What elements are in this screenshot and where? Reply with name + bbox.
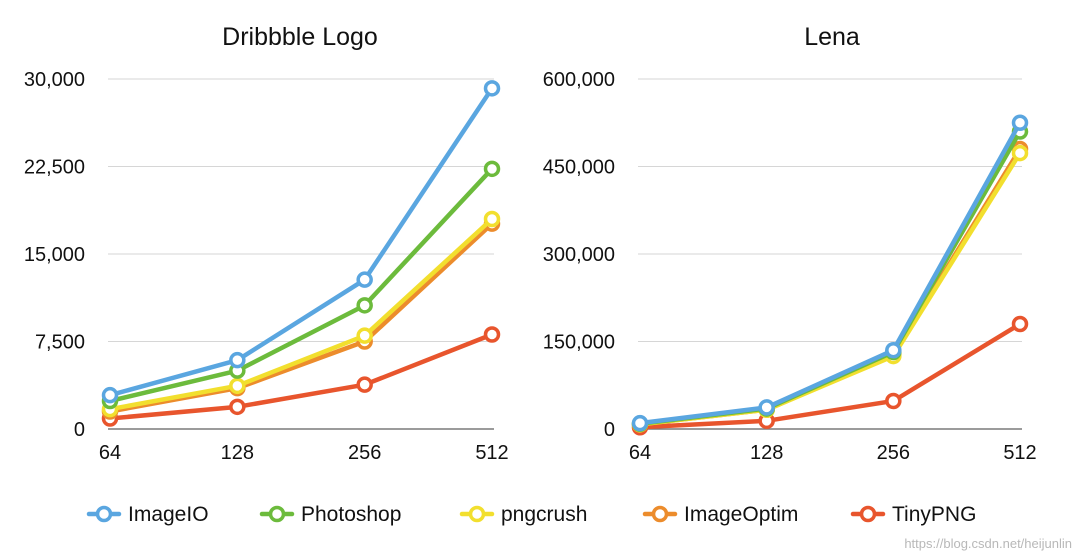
legend-label: pngcrush <box>501 503 587 526</box>
series-line <box>637 120 1023 426</box>
legend-swatch-marker <box>468 505 486 523</box>
series-imageio <box>101 80 501 404</box>
legend-label: TinyPNG <box>892 503 976 526</box>
y-tick-label: 15,000 <box>24 244 85 266</box>
data-point <box>229 398 246 416</box>
y-tick-label: 450,000 <box>543 157 615 179</box>
data-point <box>758 399 775 416</box>
series-line <box>107 332 495 421</box>
chart-panel-0: Dribbble Logo 0 7,500 15,000 22,500 30,000 64 1… <box>24 23 509 464</box>
y-tick-label: 150,000 <box>543 332 615 354</box>
series-line <box>637 150 1023 427</box>
legend-label: ImageOptim <box>684 503 798 526</box>
data-point <box>356 327 373 344</box>
y-tick-label: 600,000 <box>543 69 615 91</box>
data-point <box>356 271 373 288</box>
x-tick-label: 64 <box>629 442 651 464</box>
x-tick-label: 128 <box>750 442 783 464</box>
legend-swatch-marker <box>651 505 669 523</box>
y-tick-label: 22,500 <box>24 157 85 179</box>
data-point <box>229 351 246 369</box>
legend-item-tinypng: TinyPNG <box>850 503 976 526</box>
legend-swatch-marker <box>95 505 113 523</box>
data-point <box>483 210 501 228</box>
series-imageoptim <box>631 140 1029 433</box>
series-line <box>107 86 495 398</box>
legend-label: ImageIO <box>128 503 209 526</box>
chart-title: Dribbble Logo <box>222 23 378 51</box>
x-tick-label: 64 <box>99 442 121 464</box>
y-tick-label: 7,500 <box>35 332 85 354</box>
x-tick-label: 512 <box>475 442 508 464</box>
chart-panels: Dribbble Logo 0 7,500 15,000 22,500 30,000 64 1… <box>24 23 1037 464</box>
data-point <box>1011 114 1029 131</box>
data-point <box>356 297 373 314</box>
legend-swatch-marker <box>859 505 877 523</box>
series-tinypng <box>101 326 501 427</box>
series-line <box>107 221 495 414</box>
x-tick-label: 128 <box>221 442 254 464</box>
y-tick-label: 30,000 <box>24 69 85 91</box>
legend-label: Photoshop <box>301 503 401 526</box>
series-photoshop <box>101 160 501 410</box>
y-tick-label: 0 <box>604 419 615 441</box>
x-tick-label: 256 <box>348 442 381 464</box>
data-point <box>356 376 373 393</box>
data-point <box>1011 315 1029 333</box>
series-line <box>107 166 495 404</box>
data-point <box>229 377 246 395</box>
y-tick-label: 300,000 <box>543 244 615 266</box>
legend-item-photoshop: Photoshop <box>259 503 401 526</box>
series-pngcrush <box>631 144 1029 433</box>
watermark-text: https://blog.csdn.net/heijunlin <box>904 536 1072 551</box>
series-pngcrush <box>101 210 501 418</box>
series-line <box>637 321 1023 430</box>
data-point <box>101 386 119 404</box>
legend-item-imageio: ImageIO <box>86 503 209 526</box>
legend-item-pngcrush: pngcrush <box>459 503 587 526</box>
legend-swatch-marker <box>268 505 286 523</box>
data-point <box>483 326 501 343</box>
y-tick-label: 0 <box>74 419 85 441</box>
chart-panel-1: Lena 0 150,000 300,000 450,000 600,000 64 128 25… <box>543 23 1037 464</box>
legend: ImageIO Photoshop pngcrush ImageOptim TinyPN… <box>86 503 976 526</box>
data-point <box>631 414 649 432</box>
data-point <box>483 160 501 178</box>
data-point <box>885 342 902 359</box>
chart-title: Lena <box>804 23 860 51</box>
data-point <box>1011 144 1029 162</box>
legend-item-imageoptim: ImageOptim <box>642 503 798 526</box>
data-point <box>483 80 501 97</box>
series-line <box>107 216 495 412</box>
data-point <box>885 392 902 410</box>
x-tick-label: 512 <box>1003 442 1036 464</box>
x-tick-label: 256 <box>877 442 910 464</box>
series-imageio <box>631 114 1029 432</box>
